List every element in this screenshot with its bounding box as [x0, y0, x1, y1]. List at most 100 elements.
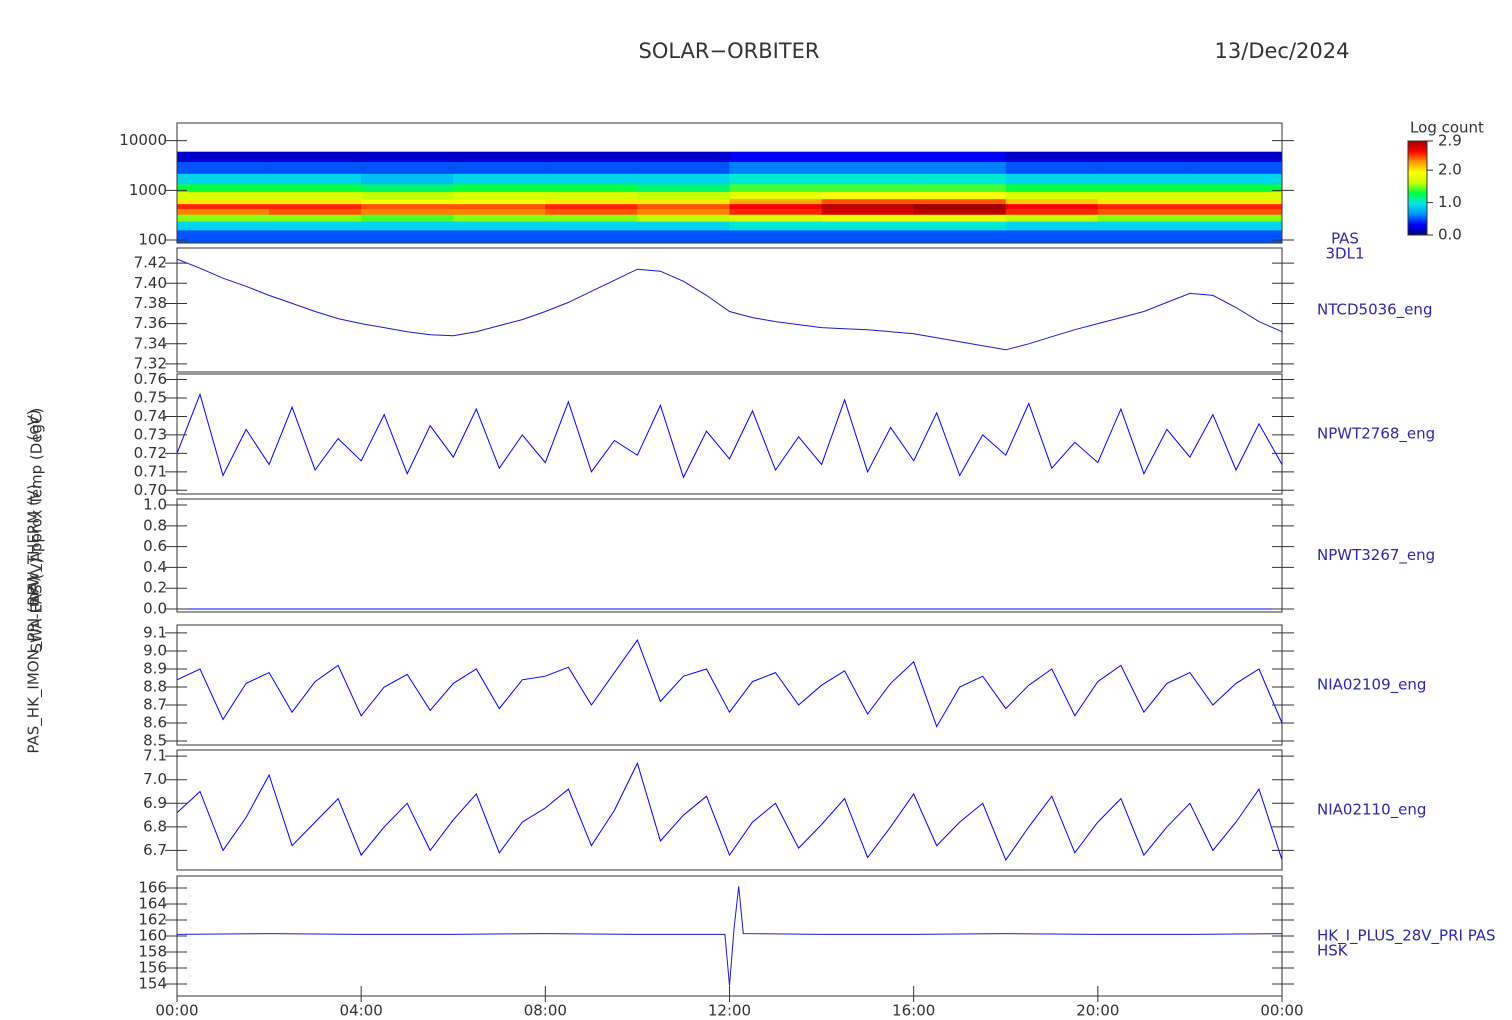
- y-tick-label: 164: [138, 895, 167, 913]
- heatmap-cell: [269, 221, 362, 231]
- heatmap-cell: [821, 173, 915, 185]
- heatmap-cell: [361, 161, 454, 174]
- heatmap-cell: [453, 229, 546, 244]
- axis-title: SWA-EAS (V): [28, 558, 46, 653]
- heatmap-cell: [453, 208, 546, 215]
- colorbar-tick-label: 0.0: [1438, 226, 1462, 244]
- panel-label: PAS: [1331, 230, 1359, 248]
- heatmap-cell: [1097, 229, 1191, 244]
- heatmap-cell: [1189, 229, 1283, 244]
- heatmap-cell: [913, 229, 1007, 244]
- y-tick-label: 0.75: [134, 389, 167, 407]
- heatmap-cell: [821, 161, 915, 174]
- heatmap-cell: [453, 221, 546, 231]
- heatmap-cell: [1189, 221, 1283, 231]
- heatmap-cell: [453, 214, 546, 222]
- series-line: [176, 761, 1283, 861]
- y-tick-label: 0.73: [134, 425, 167, 443]
- heatmap-cell: [361, 229, 454, 244]
- heatmap-cell: [729, 214, 823, 222]
- heatmap-cell: [545, 151, 638, 163]
- heatmap-cell: [637, 221, 730, 231]
- y-tick-label: 162: [138, 911, 167, 929]
- panel-label: 3DL1: [1326, 245, 1365, 263]
- panel-frame: [176, 875, 1283, 997]
- heatmap-cell: [729, 183, 823, 192]
- x-tick-label: 00:00: [155, 1002, 198, 1020]
- heatmap-cell: [821, 214, 915, 222]
- y-tick-label: 9.0: [143, 641, 167, 659]
- heatmap-cell: [1189, 183, 1283, 192]
- y-tick-label: 0.76: [134, 370, 167, 388]
- x-tick-label: 04:00: [340, 1002, 383, 1020]
- y-tick-label: 8.8: [143, 677, 167, 695]
- axis-title: RPW_THERM (V): [25, 484, 44, 606]
- heatmap-cell: [821, 183, 915, 192]
- heatmap-cell: [1005, 229, 1099, 244]
- heatmap-cell: [1189, 191, 1283, 200]
- y-tick-label: 10000: [119, 131, 167, 149]
- heatmap-cell: [177, 229, 270, 244]
- heatmap-cell: [1005, 198, 1099, 205]
- heatmap-cell: [1005, 183, 1099, 192]
- heatmap-cell: [729, 191, 823, 200]
- y-tick-label: 6.9: [143, 794, 167, 812]
- heatmap-cell: [545, 221, 638, 231]
- heatmap-cell: [545, 191, 638, 200]
- heatmap-cell: [913, 173, 1007, 185]
- heatmap-cell: [545, 161, 638, 174]
- panel-frame: [176, 749, 1283, 871]
- heatmap-cell: [821, 198, 915, 205]
- heatmap-cell: [1005, 203, 1099, 210]
- heatmap-cell: [1005, 208, 1099, 215]
- heatmap-cell: [1005, 214, 1099, 222]
- heatmap-cell: [821, 151, 915, 163]
- y-tick-label: 154: [138, 975, 167, 993]
- heatmap-cell: [361, 221, 454, 231]
- panel-frame: [176, 122, 1283, 244]
- colorbar-tick-label: 2.0: [1438, 161, 1462, 179]
- heatmap-cell: [637, 173, 730, 185]
- y-tick-label: 0.74: [134, 407, 167, 425]
- heatmap-cell: [545, 203, 638, 210]
- y-tick-label: 6.7: [143, 841, 167, 859]
- panel-label: NPWT2768_eng: [1317, 425, 1435, 444]
- heatmap-cell: [269, 173, 362, 185]
- heatmap-cell: [729, 151, 823, 163]
- heatmap-cell: [729, 203, 823, 210]
- y-tick-label: 7.34: [134, 334, 167, 352]
- heatmap-cell: [821, 208, 915, 215]
- panel-label: HSK: [1317, 942, 1349, 960]
- panel-frame: [176, 373, 1283, 495]
- panel-label: NPWT3267_eng: [1317, 546, 1435, 565]
- heatmap-cell: [361, 191, 454, 200]
- x-tick-label: 00:00: [1260, 1002, 1303, 1020]
- heatmap-cell: [913, 221, 1007, 231]
- heatmap-cell: [1097, 161, 1191, 174]
- y-tick-label: 8.9: [143, 659, 167, 677]
- heatmap-cell: [361, 203, 454, 210]
- heatmap-cell: [637, 161, 730, 174]
- heatmap-cell: [1005, 151, 1099, 163]
- x-tick-label: 12:00: [708, 1002, 751, 1020]
- heatmap-cell: [1189, 151, 1283, 163]
- panel-label: NIA02110_eng: [1317, 801, 1426, 820]
- y-tick-label: 160: [138, 927, 167, 945]
- heatmap-cell: [453, 161, 546, 174]
- heatmap-cell: [1097, 151, 1191, 163]
- panel-label: HK_I_PLUS_28V_PRI PAS: [1317, 927, 1496, 946]
- heatmap-cell: [177, 151, 270, 163]
- heatmap-cell: [913, 214, 1007, 222]
- y-tick-label: 0.0: [143, 599, 167, 617]
- colorbar: [1407, 140, 1428, 236]
- heatmap-cell: [1189, 198, 1283, 205]
- y-tick-label: 7.36: [134, 314, 167, 332]
- y-tick-label: 8.5: [143, 732, 167, 750]
- heatmap-cell: [1189, 214, 1283, 222]
- y-tick-label: 7.38: [134, 294, 167, 312]
- heatmap-cell: [637, 191, 730, 200]
- heatmap-cell: [545, 229, 638, 244]
- heatmap-cell: [913, 151, 1007, 163]
- heatmap-cell: [637, 229, 730, 244]
- heatmap-cell: [1097, 173, 1191, 185]
